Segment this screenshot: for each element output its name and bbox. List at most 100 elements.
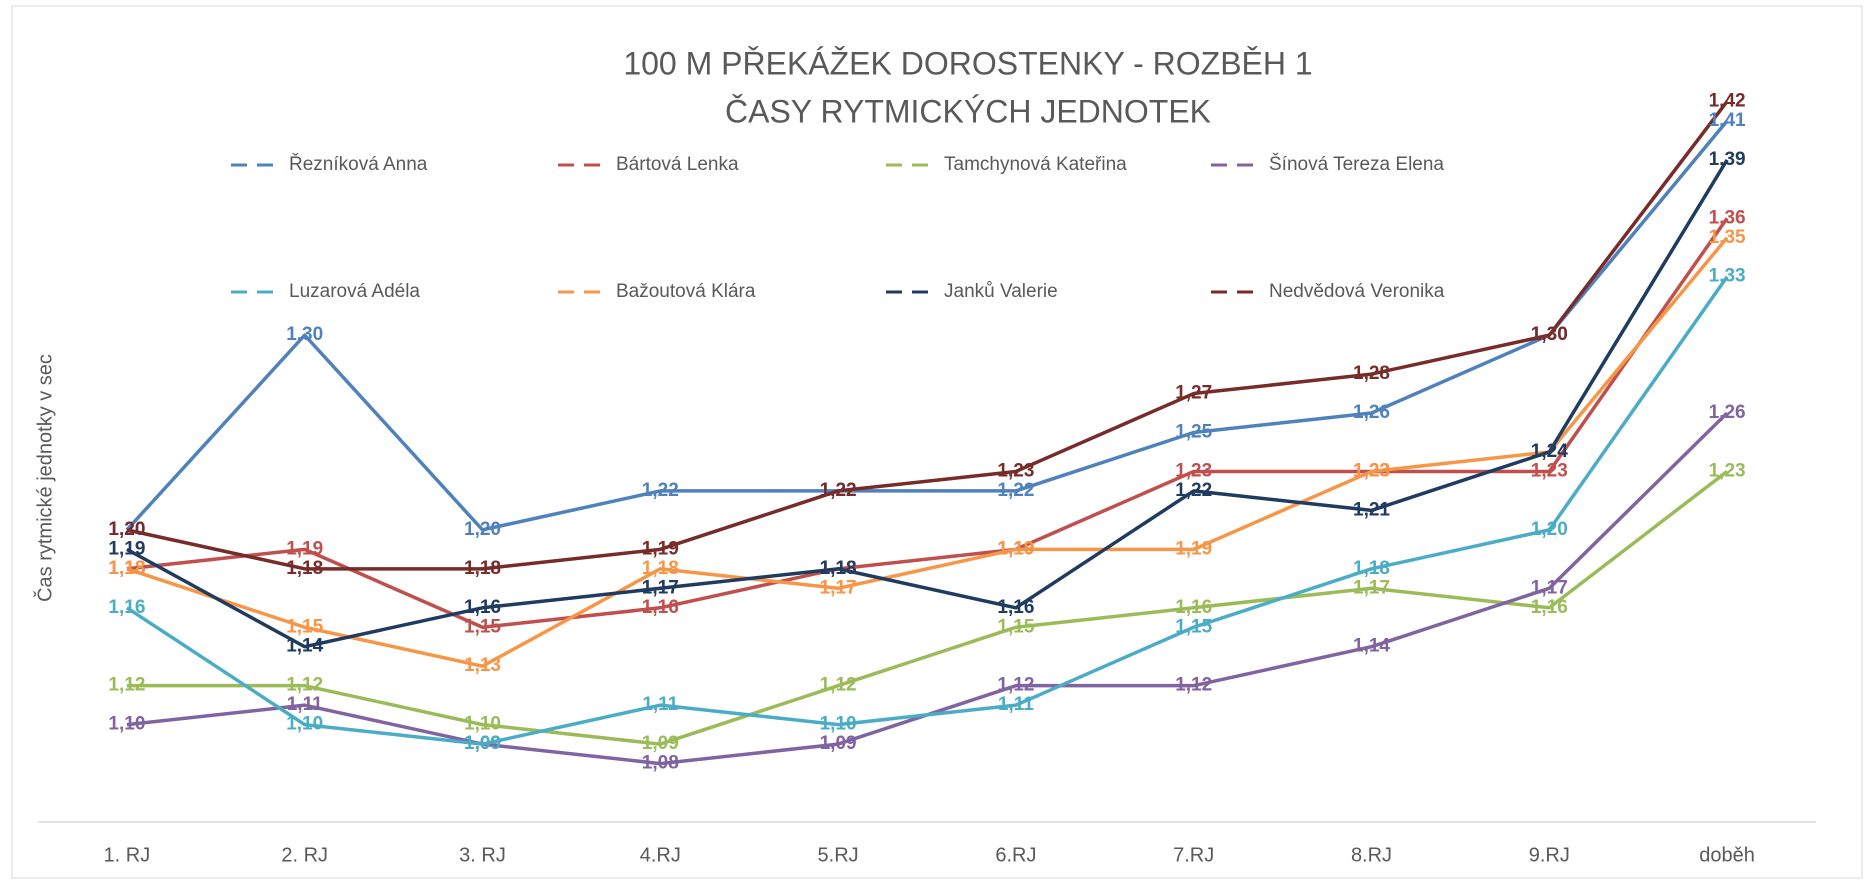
chart-title: 100 M PŘEKÁŽEK DOROSTENKY - ROZBĚH 1 bbox=[623, 45, 1312, 81]
legend-label: Bártová Lenka bbox=[616, 154, 739, 175]
legend-label: Nedvědová Veronika bbox=[1269, 281, 1445, 302]
data-label: 1,21 bbox=[1353, 499, 1390, 520]
data-label: 1,18 bbox=[464, 558, 501, 579]
data-label: 1,22 bbox=[820, 480, 857, 501]
data-label: 1,30 bbox=[1531, 324, 1568, 345]
data-label: 1,15 bbox=[997, 616, 1034, 637]
data-label: 1,14 bbox=[1353, 636, 1390, 657]
data-label: 1,16 bbox=[997, 597, 1034, 618]
data-label: 1,17 bbox=[1531, 577, 1568, 598]
x-tick-label: 5.RJ bbox=[818, 844, 859, 866]
data-label: 1,18 bbox=[820, 558, 857, 579]
data-label: 1,23 bbox=[997, 460, 1034, 481]
data-label: 1,09 bbox=[820, 733, 857, 754]
data-label: 1,11 bbox=[287, 694, 323, 715]
x-tick-label: 4.RJ bbox=[640, 844, 681, 866]
x-tick-label: 3. RJ bbox=[459, 844, 506, 866]
data-label: 1,42 bbox=[1709, 90, 1746, 111]
legend-label: Bažoutová Klára bbox=[616, 281, 756, 302]
data-label: 1,20 bbox=[464, 519, 501, 540]
data-label: 1,16 bbox=[464, 597, 501, 618]
x-tick-label: 9.RJ bbox=[1529, 844, 1570, 866]
data-label: 1,10 bbox=[108, 714, 145, 735]
legend-label: Janků Valerie bbox=[944, 281, 1058, 302]
data-label: 1,09 bbox=[642, 733, 679, 754]
data-label: 1,19 bbox=[286, 538, 323, 559]
data-label: 1,09 bbox=[464, 733, 501, 754]
data-label: 1,18 bbox=[1353, 558, 1390, 579]
data-label: 1,20 bbox=[108, 519, 145, 540]
data-label: 1,16 bbox=[1175, 597, 1212, 618]
data-label: 1,25 bbox=[1175, 422, 1212, 443]
x-tick-label: 7.RJ bbox=[1173, 844, 1214, 866]
data-label: 1,18 bbox=[286, 558, 323, 579]
data-label: 1,19 bbox=[997, 538, 1034, 559]
data-label: 1,18 bbox=[820, 558, 857, 579]
y-axis-title: Čas rytmické jednotky v sec bbox=[33, 354, 56, 602]
data-label: 1,16 bbox=[642, 597, 679, 618]
series-line bbox=[126, 100, 1729, 571]
series-line bbox=[126, 158, 1729, 649]
data-label: 1,17 bbox=[1353, 577, 1390, 598]
series-line bbox=[126, 217, 1729, 629]
data-label: 1,39 bbox=[1709, 149, 1746, 170]
chart-frame bbox=[11, 5, 1863, 879]
data-label: 1,41 bbox=[1709, 110, 1746, 131]
data-label: 1,12 bbox=[108, 675, 145, 696]
x-tick-label: 1. RJ bbox=[104, 844, 151, 866]
data-label: 1,20 bbox=[108, 519, 145, 540]
legend-label: Tamchynová Kateřina bbox=[944, 154, 1127, 175]
data-label: 1,22 bbox=[642, 480, 679, 501]
data-label: 1,15 bbox=[1175, 616, 1212, 637]
data-label: 1,12 bbox=[820, 675, 857, 696]
series-line bbox=[125, 275, 1729, 746]
x-tick-label: 6.RJ bbox=[995, 844, 1036, 866]
data-label: 1,24 bbox=[1531, 441, 1568, 462]
data-label: 1,19 bbox=[997, 538, 1034, 559]
data-label: 1,22 bbox=[997, 480, 1034, 501]
data-label: 1,08 bbox=[642, 753, 679, 774]
data-label: 1,12 bbox=[1175, 675, 1212, 696]
data-label: 1,22 bbox=[1175, 480, 1212, 501]
data-label: 1,33 bbox=[1709, 266, 1746, 287]
data-label: 1,27 bbox=[1175, 383, 1212, 404]
data-label: 1,26 bbox=[1709, 402, 1746, 423]
data-label: 1,36 bbox=[1709, 207, 1746, 228]
data-label: 1,10 bbox=[286, 714, 323, 735]
chart-subtitle: ČASY RYTMICKÝCH JEDNOTEK bbox=[725, 93, 1211, 129]
series-line bbox=[126, 470, 1729, 746]
data-label: 1,35 bbox=[1709, 227, 1746, 248]
data-label: 1,19 bbox=[108, 538, 145, 559]
data-label: 1,23 bbox=[1353, 460, 1390, 481]
data-label: 1,18 bbox=[642, 558, 679, 579]
data-label: 1,11 bbox=[642, 694, 678, 715]
data-label: 1,12 bbox=[997, 675, 1034, 696]
data-label: 1,20 bbox=[1531, 519, 1568, 540]
data-label: 1,10 bbox=[820, 714, 857, 735]
data-label: 1,14 bbox=[286, 636, 323, 657]
legend-label: Luzarová Adéla bbox=[289, 281, 420, 302]
series-line bbox=[125, 119, 1729, 532]
legend-label: Řezníková Anna bbox=[289, 153, 428, 175]
data-label: 1,22 bbox=[820, 480, 857, 501]
data-label: 1,23 bbox=[1531, 460, 1568, 481]
x-tick-label: 8.RJ bbox=[1351, 844, 1392, 866]
series-line bbox=[126, 236, 1729, 668]
data-label: 1,17 bbox=[642, 577, 679, 598]
data-label: 1,17 bbox=[820, 577, 857, 598]
legend-label: Šínová Tereza Elena bbox=[1269, 153, 1444, 175]
data-label: 1,18 bbox=[108, 558, 145, 579]
data-label: 1,11 bbox=[998, 694, 1034, 715]
data-label: 1,10 bbox=[464, 714, 501, 735]
data-label: 1,23 bbox=[1175, 460, 1212, 481]
x-tick-label: 2. RJ bbox=[281, 844, 328, 866]
data-label: 1,18 bbox=[108, 558, 145, 579]
data-label: 1,12 bbox=[286, 675, 323, 696]
data-label: 1,30 bbox=[286, 324, 323, 345]
data-label: 1,24 bbox=[1531, 441, 1568, 462]
data-label: 1,26 bbox=[1353, 402, 1390, 423]
data-label: 1,16 bbox=[108, 597, 145, 618]
data-label: 1,09 bbox=[464, 733, 501, 754]
x-tick-label: doběh bbox=[1699, 844, 1755, 866]
